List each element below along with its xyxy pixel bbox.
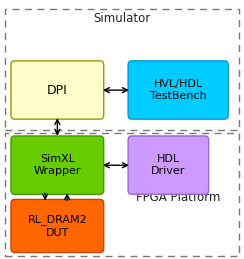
FancyBboxPatch shape bbox=[11, 136, 104, 194]
Text: HDL
Driver: HDL Driver bbox=[151, 154, 185, 176]
FancyBboxPatch shape bbox=[128, 136, 209, 194]
Text: HVL/HDL
TestBench: HVL/HDL TestBench bbox=[150, 79, 206, 101]
FancyBboxPatch shape bbox=[11, 61, 104, 119]
Text: RL_DRAM2
DUT: RL_DRAM2 DUT bbox=[28, 214, 87, 238]
Bar bbox=[5, 9, 239, 130]
FancyBboxPatch shape bbox=[128, 61, 228, 119]
FancyBboxPatch shape bbox=[11, 199, 104, 253]
Text: Emulator
Or
FPGA Platform: Emulator Or FPGA Platform bbox=[136, 161, 220, 204]
Text: Simulator: Simulator bbox=[93, 12, 151, 25]
Text: DPI: DPI bbox=[47, 83, 68, 97]
Text: SimXL
Wrapper: SimXL Wrapper bbox=[34, 154, 81, 176]
Bar bbox=[5, 133, 239, 256]
